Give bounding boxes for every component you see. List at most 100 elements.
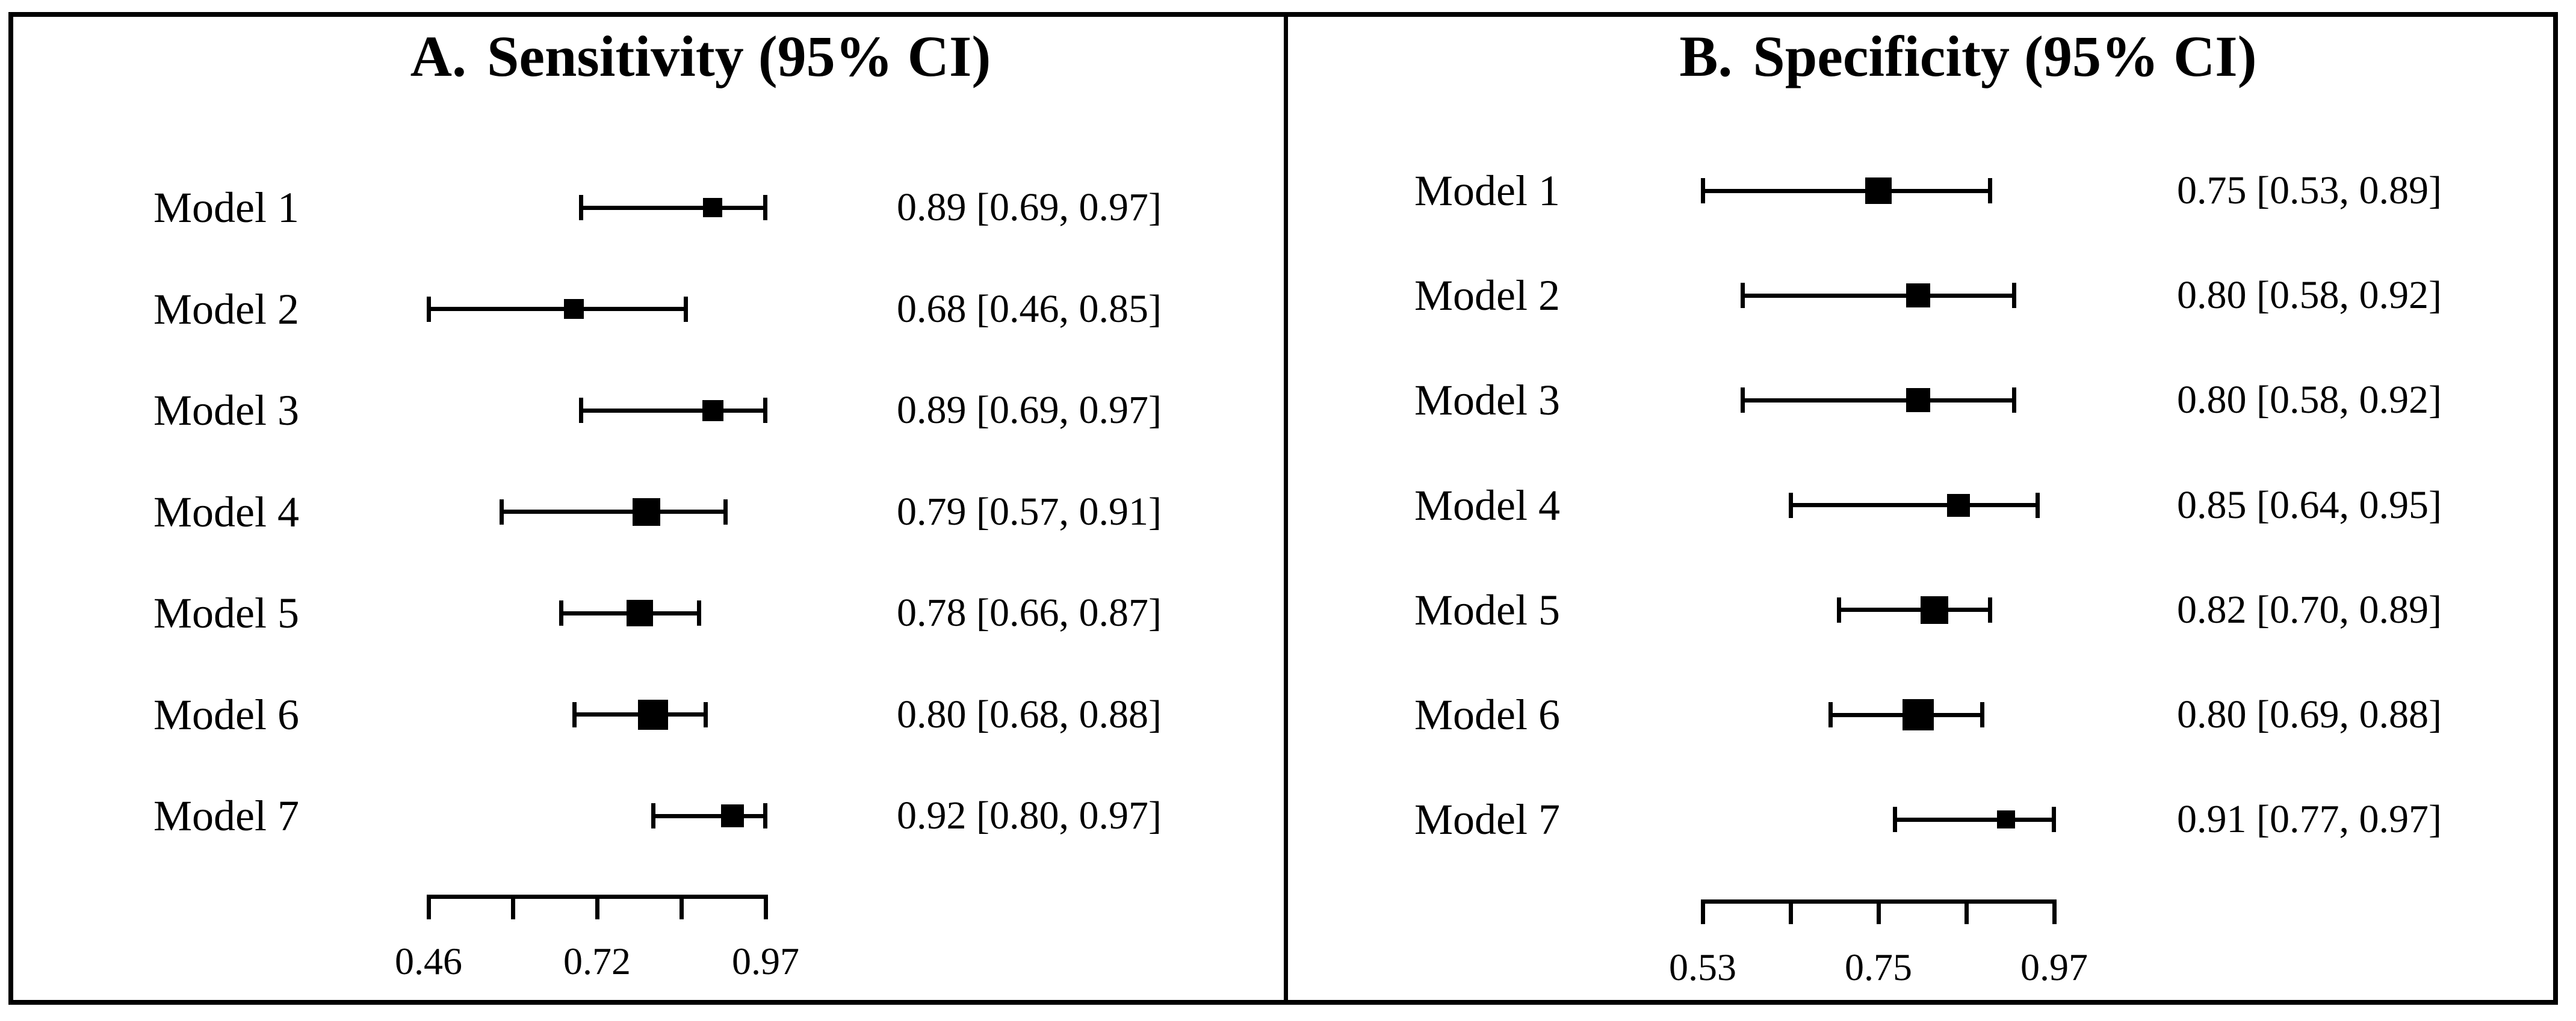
ci-line [1838,608,1990,612]
row-value: 0.68 [0.46, 0.85] [897,286,1162,331]
row-value: 0.80 [0.58, 0.92] [2177,378,2442,422]
x-axis-tick [1965,901,1969,924]
row-value: 0.80 [0.68, 0.88] [897,692,1162,736]
row-label: Model 1 [1414,167,1560,215]
estimate-marker [627,600,654,626]
ci-cap-left [1701,178,1705,203]
estimate-marker [1946,493,1970,517]
row-value: 0.89 [0.69, 0.97] [897,388,1162,432]
x-axis-tick-label: 0.97 [732,940,799,982]
x-axis-tick [427,896,431,919]
ci-cap-left [578,195,583,220]
ci-cap-right [2052,807,2056,833]
ci-cap-right [2036,492,2040,518]
row-label: Model 6 [153,690,299,739]
x-axis-tick-label: 0.46 [395,940,462,982]
x-axis-tick [511,896,515,919]
estimate-marker [703,198,723,217]
ci-cap-right [2011,283,2016,309]
panel-a-title-text: Sensitivity (95% CI) [487,24,991,88]
row-value: 0.85 [0.64, 0.95] [2177,483,2442,527]
ci-cap-left [427,296,431,322]
row-label: Model 4 [153,487,299,536]
estimate-marker [702,399,723,421]
ci-cap-right [1987,597,1992,623]
panel-divider [1284,13,1288,1005]
panel-b-title-text: Specificity (95% CI) [1753,24,2257,88]
row-value: 0.75 [0.53, 0.89] [2177,168,2442,212]
panel-b-letter: B. [1679,24,1733,88]
ci-cap-left [651,803,656,828]
ci-line [429,307,687,311]
ci-cap-right [763,195,767,220]
row-label: Model 7 [153,792,299,840]
ci-line [1742,293,2014,298]
ci-cap-left [1741,387,1745,413]
ci-cap-left [559,600,563,626]
ci-cap-right [1987,178,1992,203]
row-label: Model 3 [153,386,299,434]
row-label: Model 5 [1414,585,1560,634]
ci-cap-left [572,702,577,727]
ci-cap-right [1980,702,1984,727]
estimate-marker [1903,699,1934,730]
x-axis-tick [1701,901,1705,924]
x-axis-tick [1789,901,1793,924]
row-label: Model 2 [153,285,299,333]
ci-cap-left [1892,807,1897,833]
ci-cap-left [578,398,583,423]
row-label: Model 3 [1414,376,1560,425]
estimate-marker [564,299,584,319]
panel-a-letter: A. [410,24,466,88]
x-axis-tick-label: 0.97 [2020,946,2088,989]
row-label: Model 4 [1414,481,1560,529]
estimate-marker [1997,810,2016,829]
estimate-marker [1906,283,1931,308]
row-value: 0.80 [0.58, 0.92] [2177,273,2442,318]
row-label: Model 6 [1414,691,1560,739]
ci-cap-left [1828,702,1833,727]
ci-cap-left [1836,597,1841,623]
estimate-marker [721,804,745,827]
ci-cap-right [684,296,689,322]
ci-cap-left [1789,492,1793,518]
x-axis-tick [595,896,599,919]
row-value: 0.91 [0.77, 0.97] [2177,797,2442,842]
x-axis-tick [2052,901,2057,924]
ci-line [653,813,766,818]
row-value: 0.78 [0.66, 0.87] [897,591,1162,635]
row-label: Model 7 [1414,795,1560,844]
estimate-marker [1920,596,1948,624]
estimate-marker [1865,177,1892,204]
row-value: 0.82 [0.70, 0.89] [2177,587,2442,632]
estimate-marker [1906,388,1931,413]
ci-line [1703,188,1990,193]
x-axis-tick [680,896,684,919]
row-label: Model 2 [1414,271,1560,320]
ci-cap-left [499,499,504,525]
panel-b-title: B. Specificity (95% CI) [1426,24,2510,89]
ci-cap-right [697,600,702,626]
x-axis-tick-label: 0.72 [563,940,631,982]
ci-line [580,205,766,210]
row-value: 0.79 [0.57, 0.91] [897,489,1162,534]
panel-a-title: A. Sensitivity (95% CI) [159,24,1242,89]
x-axis-tick-label: 0.75 [1845,946,1912,989]
row-value: 0.92 [0.80, 0.97] [897,794,1162,837]
estimate-marker [638,699,669,730]
ci-cap-right [723,499,728,525]
ci-cap-right [763,398,767,423]
ci-line [1894,817,2054,822]
figure-border [8,12,2558,1005]
row-label: Model 1 [153,184,299,232]
row-label: Model 5 [153,589,299,637]
estimate-marker [633,498,661,526]
x-axis-tick [764,896,768,919]
ci-line [580,408,766,413]
ci-line [501,510,726,514]
x-axis-tick-label: 0.53 [1669,946,1736,989]
ci-cap-right [704,702,708,727]
ci-line [1791,503,2039,508]
